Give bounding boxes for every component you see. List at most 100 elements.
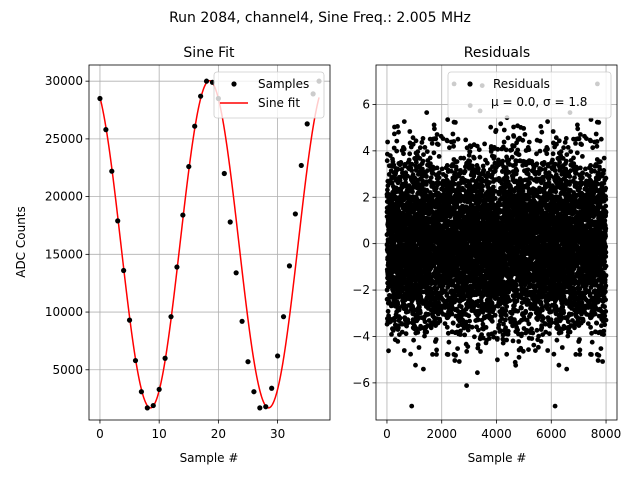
residual-point (385, 187, 390, 193)
sine-fit-legend: Samples Sine fit (213, 71, 325, 119)
residual-point (454, 159, 460, 165)
residual-point (407, 129, 413, 134)
residual-point (401, 151, 406, 157)
residual-point (424, 110, 430, 115)
samples-series (97, 78, 322, 411)
sample-point (280, 314, 287, 320)
residual-point (434, 132, 440, 137)
residual-point (480, 183, 486, 189)
sine-fit-curve (99, 79, 320, 409)
residual-point (467, 318, 472, 324)
residual-point (387, 153, 393, 159)
residual-point (491, 154, 497, 160)
residual-point (481, 168, 487, 173)
sample-point (126, 317, 133, 323)
sample-point (162, 355, 168, 361)
sample-point (227, 219, 233, 225)
residual-point (489, 318, 495, 324)
residual-point (403, 331, 409, 337)
residual-point (436, 170, 442, 176)
sine-fit-ytick-label: 15000 (45, 247, 83, 261)
residual-point (492, 330, 498, 335)
residual-point (398, 174, 403, 180)
residual-point (410, 189, 415, 195)
residual-point (500, 158, 506, 164)
residual-point (464, 383, 469, 388)
residual-point (472, 334, 477, 340)
sample-point (239, 318, 245, 324)
sample-point (275, 353, 281, 359)
residual-point (395, 302, 401, 307)
residual-point (444, 138, 450, 144)
legend-samples-marker (231, 81, 237, 87)
residual-point (455, 136, 461, 142)
residual-point (453, 353, 458, 358)
residuals-title: Residuals (464, 45, 530, 61)
residual-point (495, 336, 500, 341)
residual-point (431, 150, 437, 156)
residual-point (464, 349, 470, 354)
residual-point (505, 328, 511, 334)
sample-point (251, 389, 257, 395)
residual-point (504, 351, 510, 357)
residual-point (405, 320, 411, 326)
residual-point (408, 351, 413, 357)
residual-point (507, 298, 513, 304)
residual-point (506, 169, 512, 175)
residual-point (395, 124, 400, 129)
residual-point (424, 329, 430, 335)
residual-point (451, 143, 456, 149)
residual-point (455, 346, 460, 351)
residual-point (475, 370, 480, 376)
residual-point (392, 131, 397, 137)
residual-point (484, 160, 490, 166)
residual-point (483, 325, 489, 330)
residual-point (428, 325, 434, 331)
residual-point (509, 154, 515, 160)
residual-point (436, 154, 442, 159)
residual-point (391, 162, 397, 168)
residual-point (401, 348, 407, 353)
residual-point (469, 324, 475, 330)
residual-point (488, 124, 494, 130)
residual-point (501, 127, 507, 133)
residuals-series (384, 81, 609, 409)
residual-point (434, 165, 440, 171)
residual-point (453, 120, 458, 125)
residual-point (511, 134, 517, 139)
sine-fit-ytick-label: 20000 (45, 190, 83, 204)
residual-point (450, 131, 456, 137)
residual-point (446, 339, 452, 345)
residual-point (456, 359, 462, 364)
residual-point (514, 168, 520, 174)
residual-point (466, 313, 472, 319)
residual-point (434, 352, 439, 357)
residual-point (417, 145, 423, 151)
residual-point (410, 141, 416, 147)
residual-point (407, 151, 413, 157)
residual-point (406, 157, 412, 163)
sample-point (203, 78, 210, 84)
sample-point (304, 121, 310, 127)
residual-point (433, 136, 439, 142)
residual-point (495, 146, 501, 152)
residual-point (513, 362, 519, 368)
residual-point (492, 312, 498, 318)
residual-point (396, 129, 401, 135)
residual-point (495, 357, 500, 363)
sine-fit-legend-box (213, 71, 325, 119)
residual-point (482, 141, 487, 147)
residual-point (515, 147, 521, 153)
residual-point (471, 155, 477, 161)
residual-point (432, 126, 437, 132)
residual-point (418, 310, 423, 316)
sine-fit-xlabel: Sample # (180, 451, 239, 465)
residual-point (415, 149, 421, 155)
residual-point (475, 342, 481, 348)
sample-point (156, 386, 162, 393)
sample-point (138, 389, 144, 395)
residual-point (435, 142, 441, 148)
sample-point (221, 170, 227, 177)
residual-point (502, 317, 508, 323)
residual-point (450, 320, 456, 326)
